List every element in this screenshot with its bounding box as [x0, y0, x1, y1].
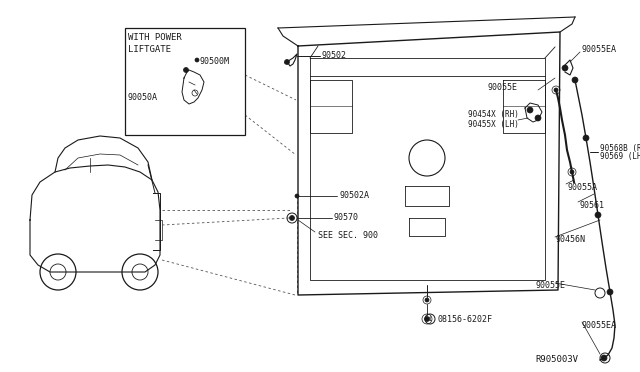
Circle shape [583, 135, 589, 141]
Text: SEE SEC. 900: SEE SEC. 900 [318, 231, 378, 240]
Text: i: i [427, 316, 431, 322]
Circle shape [289, 215, 294, 221]
Circle shape [607, 289, 613, 295]
Text: 90055A: 90055A [568, 183, 598, 192]
Circle shape [595, 212, 601, 218]
Text: WITH POWER: WITH POWER [128, 33, 182, 42]
Circle shape [527, 107, 533, 113]
Text: 90570: 90570 [334, 214, 359, 222]
Text: 90055EA: 90055EA [582, 321, 617, 330]
Text: 90055E: 90055E [535, 280, 565, 289]
Circle shape [535, 115, 541, 121]
Text: 90568B (RH): 90568B (RH) [600, 144, 640, 153]
Circle shape [572, 77, 578, 83]
Text: 90561: 90561 [580, 201, 605, 209]
Circle shape [601, 355, 607, 361]
Bar [125, 28, 245, 135]
Text: 90454X (RH): 90454X (RH) [468, 110, 519, 119]
Circle shape [285, 60, 289, 64]
Text: 90502A: 90502A [339, 192, 369, 201]
Text: 90502: 90502 [322, 51, 347, 61]
Text: LIFTGATE: LIFTGATE [128, 45, 171, 54]
Text: 90455X (LH): 90455X (LH) [468, 119, 519, 128]
Circle shape [424, 317, 429, 321]
Text: 90456N: 90456N [555, 235, 585, 244]
Circle shape [295, 194, 299, 198]
Circle shape [425, 298, 429, 302]
Circle shape [570, 170, 574, 174]
Text: 90050A: 90050A [128, 93, 158, 103]
Circle shape [184, 67, 189, 73]
Text: 90500M: 90500M [200, 58, 230, 67]
Text: 90569 (LH): 90569 (LH) [600, 153, 640, 161]
Text: 90055EA: 90055EA [582, 45, 617, 54]
Text: R905003V: R905003V [535, 356, 578, 365]
Circle shape [195, 58, 199, 62]
Text: 08156-6202F: 08156-6202F [437, 314, 492, 324]
Circle shape [554, 88, 558, 92]
Circle shape [562, 65, 568, 71]
Text: 90055E: 90055E [488, 83, 518, 92]
